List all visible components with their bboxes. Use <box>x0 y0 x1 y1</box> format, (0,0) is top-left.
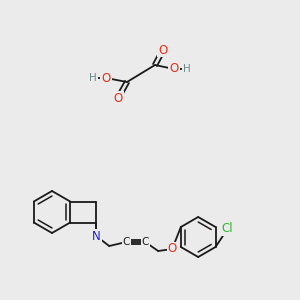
Text: O: O <box>158 44 168 56</box>
Text: O: O <box>101 71 111 85</box>
Text: Cl: Cl <box>222 223 233 236</box>
Text: O: O <box>169 62 178 76</box>
Text: N: N <box>92 230 100 242</box>
Text: C: C <box>142 237 149 247</box>
Text: O: O <box>168 242 177 256</box>
Text: O: O <box>113 92 123 104</box>
Text: H: H <box>89 73 97 83</box>
Text: H: H <box>183 64 191 74</box>
Text: C: C <box>122 237 130 247</box>
